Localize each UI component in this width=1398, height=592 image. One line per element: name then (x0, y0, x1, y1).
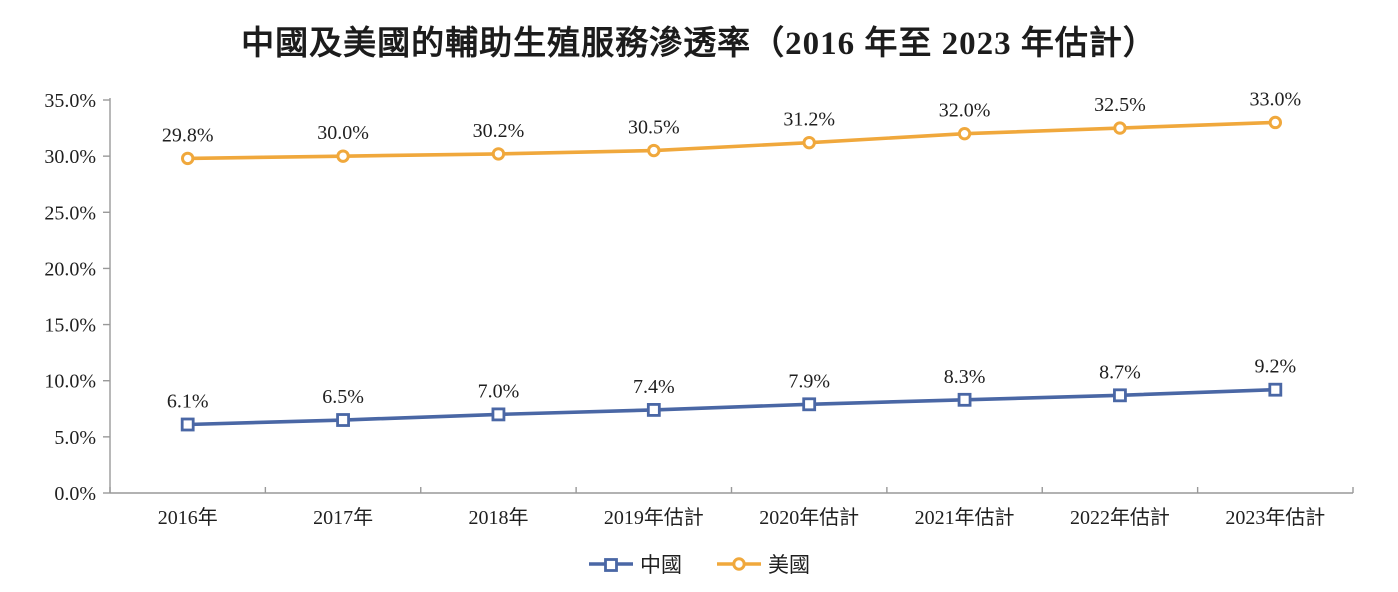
data-point-label: 7.0% (478, 380, 520, 402)
x-axis-category-label: 2018年 (468, 506, 528, 529)
legend-usa-circle-marker (732, 557, 746, 571)
data-point-label: 30.0% (317, 122, 369, 144)
data-point-label: 7.9% (788, 370, 830, 392)
legend-item-china: 中國 (588, 549, 682, 579)
data-point-marker-square (646, 403, 661, 417)
x-axis-category-label: 2020年估計 (759, 506, 859, 529)
x-axis-category-label: 2019年估計 (604, 506, 704, 529)
data-point-marker-square (802, 397, 817, 412)
data-point-label: 9.2% (1254, 356, 1296, 378)
y-axis-tick-label: 10.0% (44, 371, 96, 393)
y-axis-tick-label: 25.0% (44, 202, 96, 224)
legend-label-usa: 美國 (768, 553, 810, 577)
data-point-label: 31.2% (783, 109, 835, 131)
x-axis-category-label: 2017年 (313, 506, 373, 529)
chart-title: 中國及美國的輔助生殖服務滲透率（2016 年至 2023 年估計） (241, 26, 1157, 62)
y-axis-tick-label: 20.0% (44, 258, 96, 280)
data-point-marker-square (180, 417, 195, 432)
legend-line-circle-icon (717, 557, 761, 571)
x-axis-category-label: 2022年估計 (1070, 506, 1170, 529)
data-point-label: 6.5% (322, 386, 364, 408)
series-line-0 (185, 387, 1278, 427)
data-point-marker-square (1113, 388, 1127, 403)
x-axis-category-label: 2016年 (158, 506, 218, 529)
data-point-label: 29.8% (162, 124, 214, 146)
legend-line-square-icon (589, 558, 633, 572)
legend-china-square-marker (604, 558, 618, 572)
y-axis-tick-label: 15.0% (44, 315, 96, 337)
data-point-label: 6.1% (167, 391, 209, 413)
data-point-label: 30.5% (628, 117, 680, 139)
data-point-marker-circle (180, 151, 195, 166)
data-point-marker-square (491, 407, 506, 422)
data-point-label: 32.0% (939, 100, 991, 122)
data-point-marker-circle (802, 135, 816, 150)
y-axis-tick-label: 35.0% (44, 90, 96, 112)
data-point-label: 7.4% (633, 376, 675, 398)
data-point-label: 8.3% (944, 366, 986, 388)
data-point-marker-circle (647, 143, 661, 158)
data-point-marker-circle (1113, 121, 1127, 135)
data-point-label: 8.7% (1099, 361, 1141, 383)
data-point-marker-circle (491, 147, 506, 161)
series-line-1 (185, 120, 1278, 161)
data-point-marker-circle (957, 126, 972, 141)
data-point-label: 33.0% (1249, 88, 1301, 110)
data-point-marker-square (336, 413, 350, 427)
data-point-marker-square (1268, 382, 1283, 397)
chart-legend: 中國 美國 (0, 549, 1398, 579)
y-axis-tick-label: 30.0% (44, 146, 96, 168)
data-point-marker-circle (336, 149, 350, 163)
data-point-label: 32.5% (1094, 94, 1146, 116)
x-axis-category-label: 2023年估計 (1225, 506, 1325, 529)
y-axis-tick-label: 0.0% (54, 483, 96, 505)
data-point-label: 30.2% (473, 120, 525, 142)
y-axis-tick-label: 5.0% (54, 427, 96, 449)
data-point-marker-circle (1268, 115, 1283, 130)
legend-label-china: 中國 (640, 553, 682, 577)
data-point-marker-square (957, 392, 972, 407)
legend-item-usa: 美國 (716, 549, 810, 579)
x-axis-category-label: 2021年估計 (915, 506, 1015, 529)
